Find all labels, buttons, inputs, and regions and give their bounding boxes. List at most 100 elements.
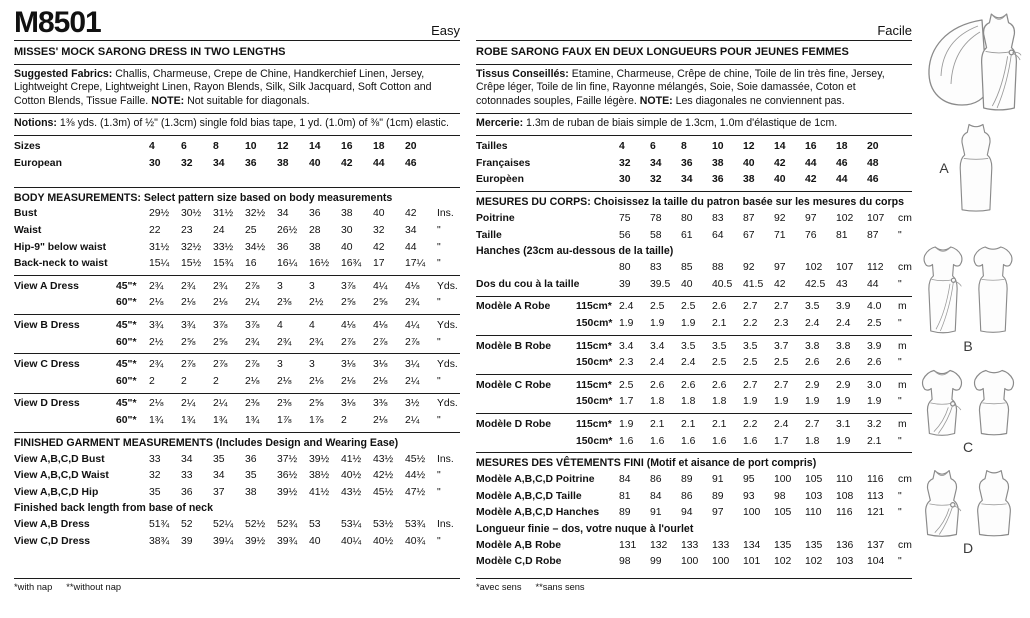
row-value: 89 bbox=[712, 490, 724, 502]
row-value: 15¾ bbox=[213, 258, 234, 270]
row-value: 1.6 bbox=[619, 435, 634, 447]
row-value: 2.4 bbox=[805, 317, 820, 329]
row-value: 53½ bbox=[373, 519, 394, 531]
row-label: View A,B,C,D Waist bbox=[14, 470, 109, 482]
row-value: 34 bbox=[213, 157, 225, 169]
row-value: 40 bbox=[373, 208, 385, 220]
row-value: 2¼ bbox=[405, 414, 420, 426]
row-value: 4⅛ bbox=[341, 319, 356, 331]
view-a-label: A bbox=[939, 160, 949, 176]
table-row: Back-neck to waist 15¼ 15½ 15¾ 16 16¼ 16½ 16¾ 17… bbox=[14, 255, 460, 272]
row-value: 137 bbox=[867, 539, 885, 551]
row-value: 2.7 bbox=[774, 379, 789, 391]
row-value: 1¾ bbox=[149, 414, 164, 426]
row-value: 2.2 bbox=[743, 418, 758, 430]
row-unit: " bbox=[437, 224, 441, 236]
row-value: 45½ bbox=[405, 453, 426, 465]
row-unit: cm bbox=[898, 212, 912, 224]
row-value: 2 bbox=[213, 375, 219, 387]
row-value: 2⅞ bbox=[405, 336, 420, 348]
row-value: 1.9 bbox=[867, 396, 882, 408]
row-value: 2⅞ bbox=[341, 336, 356, 348]
row-value: 102 bbox=[774, 556, 792, 568]
row-value: 26½ bbox=[277, 224, 298, 236]
row-value: 40 bbox=[743, 157, 755, 169]
table-row: 60"* 1¾ 1¾ 1¾ 1¾ 1⅞ 1⅞ 2 2⅛ 2¼ " bbox=[14, 412, 460, 429]
english-column: M8501 Easy MISSES' MOCK SARONG DRESS IN … bbox=[14, 4, 460, 618]
row-label: Modèle A,B Robe bbox=[476, 539, 562, 551]
row-sublabel: 60"* bbox=[116, 414, 137, 426]
row-value: 6 bbox=[181, 141, 187, 153]
table-row: Modèle A,B,C,D Taille 81 84 86 89 93 98 103 108 1… bbox=[476, 488, 912, 505]
row-value: 34 bbox=[181, 453, 193, 465]
row-value: 2¼ bbox=[245, 297, 260, 309]
row-unit: " bbox=[437, 241, 441, 253]
row-value: 46 bbox=[836, 157, 848, 169]
table-section: Sizes 4 6 8 10 12 14 16 18 20 European 30 32 34 36 38 40… bbox=[14, 136, 460, 188]
row-unit: m bbox=[898, 340, 907, 352]
row-value: 2⅛ bbox=[213, 297, 228, 309]
row-value: 3⅞ bbox=[245, 319, 260, 331]
section-header: BODY MEASUREMENTS: Select pattern size b… bbox=[14, 191, 393, 204]
row-value: 1⅞ bbox=[277, 414, 292, 426]
row-value: 1.9 bbox=[774, 396, 789, 408]
row-sublabel: 60"* bbox=[116, 375, 137, 387]
row-value: 83 bbox=[712, 212, 724, 224]
table-row: 150cm* 1.6 1.6 1.6 1.6 1.6 1.7 1.8 1.9 2.1 " bbox=[476, 433, 912, 450]
row-value: 2⅛ bbox=[181, 297, 196, 309]
table-row: Taille 56 58 61 64 67 71 76 81 87 " bbox=[476, 227, 912, 244]
row-value: 2⅛ bbox=[373, 414, 388, 426]
row-value: 75 bbox=[619, 212, 631, 224]
row-unit: Yds. bbox=[437, 398, 458, 410]
table-row: Françaises 32 34 36 38 40 42 44 46 48 bbox=[476, 155, 912, 172]
row-value: 113 bbox=[867, 490, 884, 502]
row-value: 84 bbox=[619, 474, 631, 486]
row-value: 42½ bbox=[373, 470, 394, 482]
row-value: 40 bbox=[309, 157, 321, 169]
row-value: 3½ bbox=[405, 398, 420, 410]
row-value: 40¼ bbox=[341, 535, 362, 547]
row-value: 4¼ bbox=[373, 280, 388, 292]
row-value: 16 bbox=[341, 141, 353, 153]
row-value: 2⅝ bbox=[213, 336, 228, 348]
row-value: 133 bbox=[712, 539, 730, 551]
row-value: 108 bbox=[836, 490, 854, 502]
row-value: 18 bbox=[373, 141, 385, 153]
row-value: 28 bbox=[309, 224, 321, 236]
row-value: 45½ bbox=[373, 486, 394, 498]
table-section: FINISHED GARMENT MEASUREMENTS (Includes … bbox=[14, 433, 460, 553]
row-value: 2⅛ bbox=[149, 297, 164, 309]
title-en: MISSES' MOCK SARONG DRESS IN TWO LENGTHS bbox=[14, 41, 460, 65]
row-value: 46 bbox=[867, 174, 879, 186]
row-value: 44 bbox=[867, 278, 879, 290]
view-d-back-drawing bbox=[972, 467, 1016, 539]
row-value: 132 bbox=[650, 539, 668, 551]
table-row: Bust 29½ 30½ 31½ 32½ 34 36 38 40 42 Ins. bbox=[14, 206, 460, 223]
row-value: 2⅝ bbox=[373, 297, 388, 309]
row-value: 2.4 bbox=[681, 357, 696, 369]
row-unit: " bbox=[437, 470, 441, 482]
fabrics-en: Suggested Fabrics: Challis, Charmeuse, C… bbox=[14, 65, 460, 115]
row-value: 32½ bbox=[181, 241, 202, 253]
table-row: View A,B,C,D Hip 35 36 37 38 39½ 41½ 43½ 45½ 47½ " bbox=[14, 484, 460, 501]
row-unit: Ins. bbox=[437, 453, 454, 465]
row-value: 1.8 bbox=[712, 396, 727, 408]
row-value: 2.6 bbox=[650, 379, 665, 391]
row-value: 2.1 bbox=[712, 418, 727, 430]
row-label: Modèle A Robe bbox=[476, 301, 551, 313]
row-value: 23 bbox=[181, 224, 193, 236]
row-value: 40 bbox=[309, 535, 321, 547]
fabrics-text-en: Challis, Charmeuse, Crepe de Chine, Hand… bbox=[14, 67, 432, 108]
table-row: 60"* 2 2 2 2⅛ 2⅛ 2⅛ 2⅛ 2⅛ 2¼ " bbox=[14, 373, 460, 390]
row-value: 3.2 bbox=[867, 418, 882, 430]
row-value: 4.0 bbox=[867, 301, 882, 313]
row-value: 4⅛ bbox=[405, 280, 420, 292]
row-value: 2.3 bbox=[774, 317, 789, 329]
row-value: 53¼ bbox=[341, 519, 362, 531]
row-value: 52 bbox=[181, 519, 193, 531]
row-unit: " bbox=[898, 357, 902, 369]
view-d-front-drawing bbox=[920, 467, 964, 539]
row-value: 10 bbox=[245, 141, 257, 153]
row-value: 40 bbox=[774, 174, 786, 186]
row-value: 10 bbox=[712, 141, 724, 153]
